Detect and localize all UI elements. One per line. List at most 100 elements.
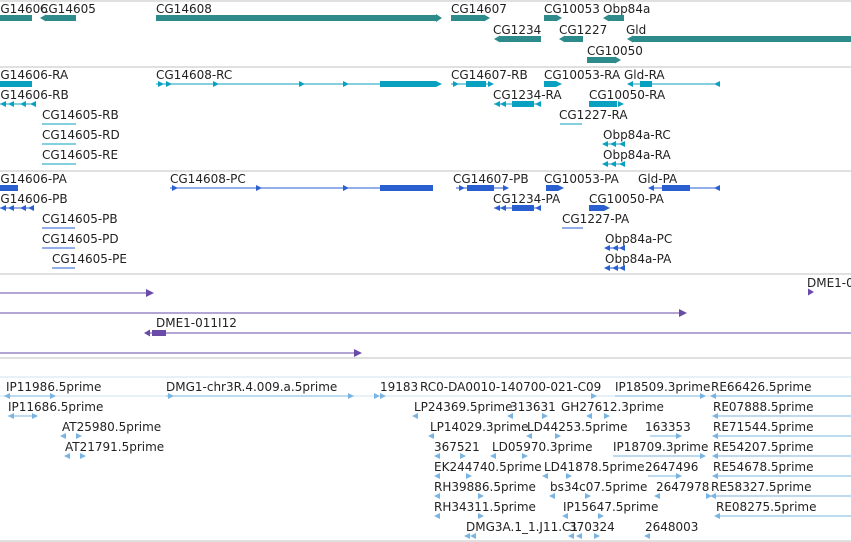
est-at21791-5prime[interactable]: AT21791.5prime [64,440,164,459]
est-re54207-5prime[interactable]: RE54207.5prime [712,440,851,459]
clone-dme1-011i12[interactable]: DME1-011I12 [144,316,851,337]
protein-cg14605-pe[interactable]: CG14605-PE [52,252,127,269]
est-rc0-da0010-140700-021-c09[interactable]: RC0-DA0010-140700-021-C09 [420,380,601,399]
est-label: RE08275.5prime [716,500,817,514]
transcript-label: CG1227-RA [559,108,628,122]
protein-cg14608-pc[interactable]: CG14608-PC [170,172,433,191]
transcript-cg14607-rb[interactable]: CG14607-RB [451,68,528,87]
transcript-cg14605-rb[interactable]: CG14605-RB [42,108,119,125]
protein-label: CG14605-PE [52,252,127,266]
est-bs34c07-5prime[interactable]: bs34c07.5prime [549,480,647,499]
transcript-cg14605-rd[interactable]: CG14605-RD [42,128,120,145]
gene-cg10053[interactable]: CG10053 [544,2,600,22]
est-lp24369-5prime[interactable]: LP24369.5prime [412,400,513,419]
est-ld05970-3prime[interactable]: LD05970.3prime [490,440,593,459]
clone-dme1-0[interactable]: DME1-0 [807,276,851,296]
est-label: RC0-DA0010-140700-021-C09 [420,380,601,394]
transcript-cg14606-ra[interactable]: CG14606-RA [0,68,69,87]
est-label: RE66426.5prime [711,380,812,394]
transcript-label: Obp84a-RA [603,148,671,162]
est-367521[interactable]: 367521 [434,440,480,459]
clone-unlabeled[interactable] [0,289,687,357]
est-ip18509-3prime[interactable]: IP18509.3prime [615,380,710,399]
transcript-label: Gld-RA [624,68,665,82]
est-ld41878-5prime[interactable]: LD41878.5prime [542,460,645,479]
est-gh27612-3prime[interactable]: GH27612.3prime [561,400,664,419]
protein-cg14606-pb[interactable]: CG14606-PB [0,192,68,211]
est-dmg1-chr3r-4-009-a-5prime[interactable]: DMG1-chr3R.4.009.a.5prime [166,380,354,399]
est-re08275-5prime[interactable]: RE08275.5prime [714,500,851,519]
transcript-cg10053-ra[interactable]: CG10053-RA [544,68,621,87]
transcript-obp84a-rc[interactable]: Obp84a-RC [602,128,671,147]
est-label: LP24369.5prime [414,400,513,414]
est-19183[interactable]: 19183 [374,380,418,399]
protein-obp84a-pa[interactable]: Obp84a-PA [604,252,672,271]
gene-cg14605[interactable]: CG14605 [40,2,96,22]
est-313631[interactable]: 313631 [507,400,556,419]
gene-cg1234[interactable]: CG1234 [493,23,541,43]
protein-obp84a-pc[interactable]: Obp84a-PC [604,232,672,251]
est-2648003[interactable]: 2648003 [644,520,698,539]
gene-cg14607[interactable]: CG14607 [451,2,507,22]
est-2647496[interactable]: 2647496 [645,460,698,479]
gene-obp84a[interactable]: Obp84a [603,2,650,22]
transcript-label: CG14606-RB [0,88,69,102]
gene-gld[interactable]: Gld [626,23,851,43]
transcript-cg1227-ra[interactable]: CG1227-RA [559,108,628,125]
est-re66426-5prime[interactable]: RE66426.5prime [710,380,851,399]
est-label: 163353 [645,420,691,434]
protein-cg14606-pa[interactable]: CG14606-PA [0,172,68,191]
protein-label: CG14606-PB [0,192,68,206]
gene-label: Obp84a [603,2,650,16]
gene-cg1227[interactable]: CG1227 [559,23,607,43]
gene-cg14608[interactable]: CG14608 [156,2,442,22]
est-ek244740-5prime[interactable]: EK244740.5prime [434,460,542,479]
est-label: RE58327.5prime [711,480,812,494]
protein-cg14607-pb[interactable]: CG14607-PB [453,172,529,191]
transcript-cg14608-rc[interactable]: CG14608-RC [156,68,442,87]
est-rh34311-5prime[interactable]: RH34311.5prime [434,500,536,519]
est-dmg3a-1-1-j11-c1[interactable]: DMG3A.1_1.J11.C1 [464,520,578,539]
est-re54678-5prime[interactable]: RE54678.5prime [712,460,851,479]
est-re07888-5prime[interactable]: RE07888.5prime [712,400,851,419]
transcript-cg14606-rb[interactable]: CG14606-RB [0,88,69,107]
est-label: IP18509.3prime [615,380,710,394]
protein-gld-pa[interactable]: Gld-PA [638,172,720,191]
protein-label: CG14606-PA [0,172,68,186]
est-ld44253-5prime[interactable]: LD44253.5prime [526,420,628,439]
est-at25980-5prime[interactable]: AT25980.5prime [60,420,161,439]
est-label: 2648003 [645,520,698,534]
protein-cg10050-pa[interactable]: CG10050-PA [589,192,665,211]
protein-cg10053-pa[interactable]: CG10053-PA [544,172,620,191]
transcript-cg10050-ra[interactable]: CG10050-RA [589,88,666,107]
transcript-cg14605-re[interactable]: CG14605-RE [42,148,118,165]
est-re71544-5prime[interactable]: RE71544.5prime [712,420,851,439]
transcript-obp84a-ra[interactable]: Obp84a-RA [602,148,671,167]
est-ip15647-5prime[interactable]: IP15647.5prime [562,500,658,519]
transcript-gld-ra[interactable]: Gld-RA [624,68,720,87]
protein-cg14605-pd[interactable]: CG14605-PD [42,232,119,249]
gene-label: CG14607 [451,2,507,16]
est-re58327-5prime[interactable]: RE58327.5prime [710,480,851,499]
protein-cg14605-pb[interactable]: CG14605-PB [42,212,118,229]
est-label: RH34311.5prime [434,500,536,514]
est-label: EK244740.5prime [434,460,542,474]
est-ip11986-5prime[interactable]: IP11986.5prime [4,380,101,399]
est-ip11686-5prime[interactable]: IP11686.5prime [8,400,103,419]
transcript-cg1234-ra[interactable]: CG1234-RA [493,88,562,107]
gene-label: Gld [626,23,646,37]
est-label: LP14029.3prime [430,420,529,434]
protein-cg1227-pa[interactable]: CG1227-PA [562,212,630,229]
est-370324[interactable]: 370324 [568,520,615,539]
est-163353[interactable]: 163353 [645,420,691,439]
gene-cg14606[interactable]: CG14606 [0,2,48,21]
gene-label: CG1234 [493,23,541,37]
transcript-label: Obp84a-RC [603,128,671,142]
est-rh39886-5prime[interactable]: RH39886.5prime [434,480,536,499]
est-ip18709-3prime[interactable]: IP18709.3prime [613,440,708,459]
gene-cg10050[interactable]: CG10050 [587,44,643,64]
est-2647978[interactable]: 2647978 [654,480,712,499]
est-lp14029-3prime[interactable]: LP14029.3prime [428,420,529,439]
est-guide-lines [0,376,851,397]
protein-cg1234-pa[interactable]: CG1234-PA [493,192,561,211]
